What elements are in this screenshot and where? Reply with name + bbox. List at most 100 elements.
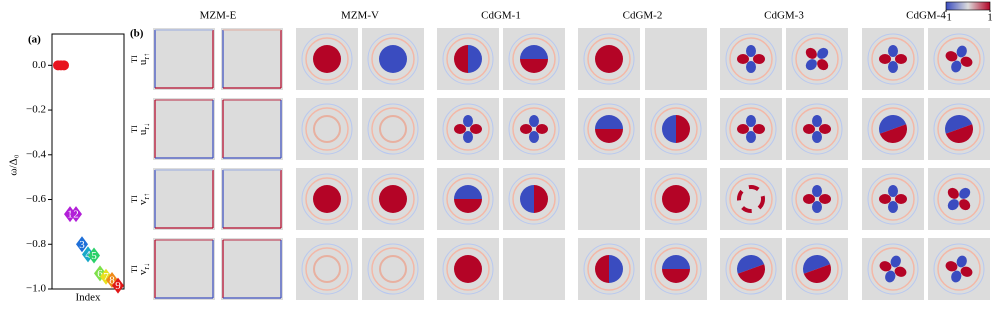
heat-edge — [223, 297, 281, 299]
heat-blob — [817, 47, 829, 59]
row-label-base: u — [137, 59, 149, 65]
y-tick-label: −0.4 — [26, 148, 46, 160]
heat-blob — [803, 264, 831, 283]
point-label: 5 — [91, 250, 97, 262]
heatmap-bg — [153, 168, 215, 230]
column-title: CdGM-2 — [623, 10, 663, 22]
heat-ring — [791, 173, 843, 225]
heat-ring — [583, 33, 635, 85]
heat-blob — [805, 59, 817, 71]
heat-blob — [959, 199, 971, 211]
panel-label: (b) — [130, 28, 144, 40]
heat-blob — [879, 124, 907, 143]
heat-ring — [446, 247, 490, 291]
point-label: 1 — [67, 209, 73, 221]
heat-blob — [945, 124, 973, 143]
heat-blob — [454, 124, 466, 134]
heat-blob — [595, 129, 623, 143]
heat-edge — [223, 169, 281, 171]
heat-edge — [280, 170, 282, 228]
heat-ring — [367, 33, 419, 85]
heat-edge — [222, 100, 224, 158]
point-label: 8 — [109, 275, 115, 287]
heat-ring — [583, 103, 635, 155]
heat-edge — [155, 297, 213, 299]
heat-edge — [155, 227, 213, 229]
row-label: ur↓TI — [130, 123, 151, 135]
heat-edge — [212, 30, 214, 88]
heatmap-panel — [720, 28, 782, 90]
heat-edge — [212, 170, 214, 228]
heat-blob — [609, 255, 623, 283]
column-title: MZM-V — [341, 10, 379, 22]
heat-edge — [154, 30, 156, 88]
heat-ring — [583, 243, 635, 295]
heat-ring — [442, 33, 494, 85]
heat-ring — [654, 107, 698, 151]
heat-ring — [725, 33, 777, 85]
heatmap-bg — [153, 238, 215, 300]
heatmap-panel — [862, 98, 924, 160]
heatmap-panel — [928, 98, 990, 160]
heat-ring — [871, 177, 915, 221]
heatmap-panel — [645, 28, 707, 90]
heatmap-panel — [221, 98, 283, 160]
point-label: 6 — [97, 268, 103, 280]
row-label-sup: TI — [130, 265, 139, 273]
y-tick-label: 0.0 — [32, 59, 46, 71]
heat-ring — [867, 33, 919, 85]
heatmap-panel — [362, 168, 424, 230]
heat-ring — [795, 247, 839, 291]
heatmap-panel — [645, 238, 707, 300]
heatmap-panel — [437, 98, 499, 160]
heat-ring — [867, 173, 919, 225]
heat-edge — [223, 157, 281, 159]
heat-ring — [301, 243, 353, 295]
heat-ring — [587, 107, 631, 151]
heat-blob — [879, 54, 891, 64]
y-tick-label: −0.8 — [26, 238, 46, 250]
heat-ring — [937, 107, 981, 151]
heatmap-panel — [928, 168, 990, 230]
heat-ring — [725, 103, 777, 155]
point — [76, 236, 88, 253]
heat-ring — [305, 177, 349, 221]
heat-edge — [223, 227, 281, 229]
heatmap-bg — [645, 28, 707, 90]
heatmap-panel — [296, 168, 358, 230]
heatmap-panel — [786, 98, 848, 160]
heat-ring — [791, 243, 843, 295]
heat-ring — [650, 103, 702, 155]
heat-blob — [468, 45, 482, 73]
point-group: 9 — [112, 277, 124, 294]
point-group: 2 — [70, 206, 82, 223]
heat-ring — [508, 103, 560, 155]
heat-blob — [746, 61, 756, 73]
column-title: CdGM-1 — [481, 10, 521, 22]
heat-ring — [729, 37, 773, 81]
heat-blob — [529, 131, 539, 143]
heatmap-panel — [862, 168, 924, 230]
heat-ring — [937, 177, 981, 221]
heat-ring — [587, 247, 631, 291]
heat-ring — [367, 243, 419, 295]
heat-blob — [812, 185, 822, 197]
heat-ring — [305, 247, 349, 291]
heat-blob — [890, 255, 901, 268]
heat-ring — [933, 33, 985, 85]
heat-ring — [371, 177, 415, 221]
heatmap-panel — [720, 98, 782, 160]
heat-blob — [313, 255, 341, 283]
heat-edge — [223, 29, 281, 31]
heat-blob — [746, 45, 756, 57]
heat-blob — [595, 255, 609, 283]
heat-edge — [223, 239, 281, 241]
heat-blob — [737, 185, 765, 213]
heat-edge — [280, 30, 282, 88]
heat-ring — [367, 173, 419, 225]
heat-edge — [223, 87, 281, 89]
heat-ring — [650, 243, 702, 295]
heatmap-bg — [578, 168, 640, 230]
heatmap-panel — [221, 28, 283, 90]
heat-ring — [512, 107, 556, 151]
